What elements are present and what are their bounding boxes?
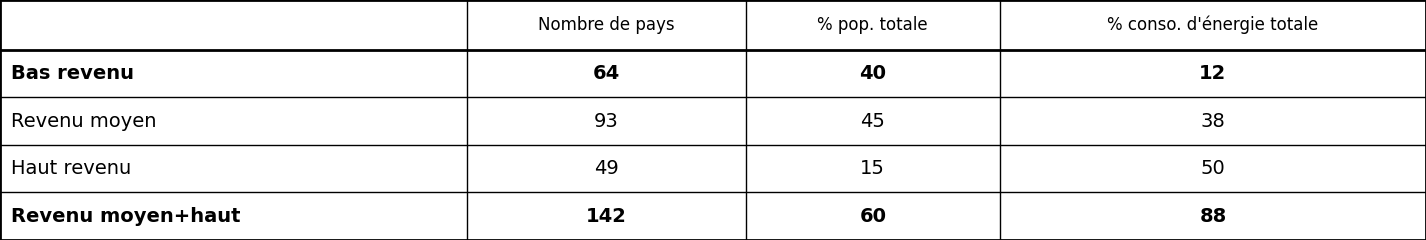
Text: 60: 60 (860, 207, 887, 226)
Text: % pop. totale: % pop. totale (817, 16, 928, 34)
Text: Nombre de pays: Nombre de pays (538, 16, 674, 34)
Text: 49: 49 (595, 159, 619, 178)
Text: Revenu moyen+haut: Revenu moyen+haut (11, 207, 241, 226)
Text: 142: 142 (586, 207, 627, 226)
Text: Revenu moyen: Revenu moyen (11, 112, 157, 131)
Text: % conso. d'énergie totale: % conso. d'énergie totale (1108, 16, 1319, 34)
Text: 40: 40 (860, 64, 887, 83)
Text: Haut revenu: Haut revenu (11, 159, 131, 178)
Text: Bas revenu: Bas revenu (11, 64, 134, 83)
Text: 12: 12 (1199, 64, 1226, 83)
Text: 38: 38 (1201, 112, 1225, 131)
Text: 50: 50 (1201, 159, 1225, 178)
Text: 15: 15 (860, 159, 886, 178)
Text: 45: 45 (860, 112, 886, 131)
Text: 93: 93 (595, 112, 619, 131)
Text: 64: 64 (593, 64, 620, 83)
Text: 88: 88 (1199, 207, 1226, 226)
